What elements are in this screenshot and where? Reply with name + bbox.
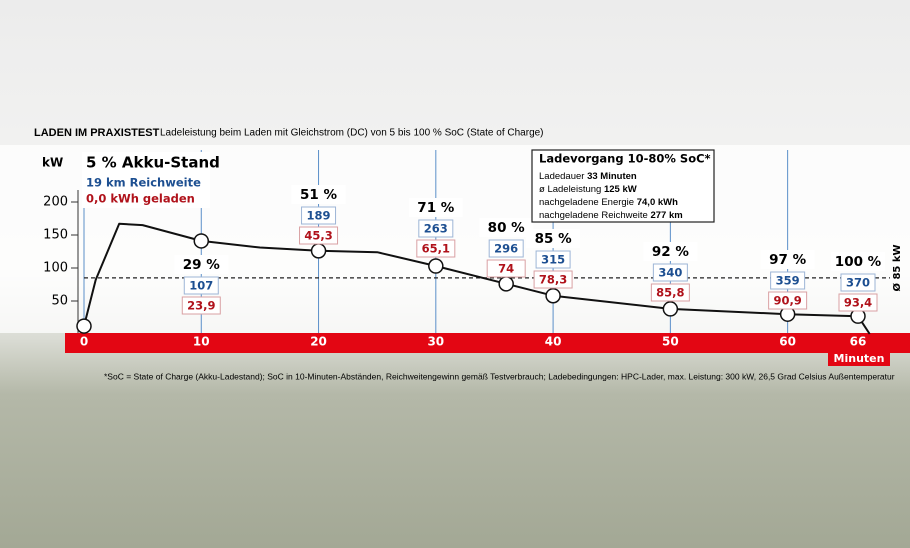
range-box xyxy=(840,273,876,292)
energy-box xyxy=(486,259,526,278)
soc-label: 100 % xyxy=(835,254,882,270)
soc-label: 97 % xyxy=(769,252,806,268)
x-tick-label: 10 xyxy=(193,335,210,349)
x-tick-label: 50 xyxy=(662,335,679,349)
energy-box xyxy=(181,296,221,315)
energy-label: 23,9 xyxy=(187,299,215,313)
energy-label: 85,8 xyxy=(656,286,684,300)
soc-marker xyxy=(76,318,92,334)
soc-box xyxy=(174,255,229,274)
x-tick-label: 66 xyxy=(850,335,867,349)
title: LADEN IM PRAXISTEST xyxy=(34,127,160,139)
energy-label: 0,0 kWh geladen xyxy=(86,192,195,206)
range-label: 107 xyxy=(189,279,213,293)
range-label: 296 xyxy=(494,242,518,256)
start-box xyxy=(82,152,210,208)
energy-label: 74 xyxy=(498,262,514,276)
info-row-label: ø Ladeleistung xyxy=(539,184,601,195)
info-row-value: 74,0 kWh xyxy=(637,197,678,208)
x-label: Minuten xyxy=(834,352,885,365)
y-tick-label: 50 xyxy=(51,294,68,309)
y-label: kW xyxy=(42,156,63,170)
info-row: ø Ladeleistung 125 kW xyxy=(539,184,637,195)
info-row-value: 33 Minuten xyxy=(587,171,637,182)
energy-box xyxy=(533,270,573,289)
range-label: 359 xyxy=(776,274,800,288)
range-box xyxy=(488,239,524,258)
info-row-value: 277 km xyxy=(650,210,682,221)
soc-box xyxy=(760,250,815,269)
subtitle: Ladeleistung beim Laden mit Gleichstrom … xyxy=(160,128,544,139)
soc-marker xyxy=(498,276,514,292)
range-label: 340 xyxy=(658,266,682,280)
energy-box xyxy=(650,283,690,302)
info-row: nachgeladene Energie 74,0 kWh xyxy=(539,197,678,208)
x-tick-label: 40 xyxy=(545,335,562,349)
x-tick-label: 30 xyxy=(427,335,444,349)
soc-box xyxy=(643,242,698,261)
soc-box xyxy=(291,185,346,204)
range-box xyxy=(418,219,454,238)
range-box xyxy=(652,263,688,282)
soc-label: 29 % xyxy=(183,257,220,273)
x-tick-label: 20 xyxy=(310,335,327,349)
info-row-label: nachgeladene Reichweite xyxy=(539,210,648,221)
range-label: 189 xyxy=(307,209,331,223)
soc-label: 80 % xyxy=(488,220,525,236)
soc-box xyxy=(526,229,581,248)
soc-box xyxy=(408,198,463,217)
range-box xyxy=(183,276,219,295)
soc-label: 92 % xyxy=(652,244,689,260)
soc-label: 85 % xyxy=(535,231,572,247)
soc-label: 71 % xyxy=(417,200,454,216)
energy-label: 78,3 xyxy=(539,273,567,287)
range-label: 263 xyxy=(424,222,448,236)
info-box xyxy=(531,149,715,223)
x-tick-label: 0 xyxy=(80,335,88,349)
soc-marker xyxy=(428,258,444,274)
soc-label: 5 % Akku-Stand xyxy=(86,154,220,172)
range-label: 19 km Reichweite xyxy=(86,176,201,190)
power-line xyxy=(83,222,871,335)
energy-box xyxy=(416,239,456,258)
info-row-label: Ladedauer xyxy=(539,171,584,182)
energy-label: 45,3 xyxy=(304,229,332,243)
info-row: Ladedauer 33 Minuten xyxy=(539,171,637,182)
info-row: nachgeladene Reichweite 277 km xyxy=(539,210,683,221)
info-row-value: 125 kW xyxy=(604,184,637,195)
range-box xyxy=(301,206,337,225)
energy-label: 93,4 xyxy=(844,296,872,310)
range-box xyxy=(535,250,571,269)
x-axis-bar xyxy=(65,333,910,353)
range-box xyxy=(770,271,806,290)
energy-label: 65,1 xyxy=(422,242,450,256)
soc-marker xyxy=(662,301,679,317)
soc-marker xyxy=(545,287,561,304)
energy-box xyxy=(768,291,808,310)
footnote: *SoC = State of Charge (Akku-Ladestand);… xyxy=(104,371,895,381)
x-label-box xyxy=(828,352,890,366)
energy-label: 90,9 xyxy=(773,294,801,308)
range-label: 315 xyxy=(541,253,565,267)
soc-box xyxy=(831,252,885,271)
y-tick-label: 150 xyxy=(43,228,68,243)
energy-box xyxy=(838,293,878,312)
reference-label: Ø 85 kW xyxy=(891,244,903,291)
soc-label: 51 % xyxy=(300,187,337,203)
y-tick-label: 200 xyxy=(43,195,68,210)
x-tick-label: 60 xyxy=(779,335,796,349)
range-label: 370 xyxy=(846,276,870,290)
info-row-label: nachgeladene Energie xyxy=(539,197,634,208)
soc-box xyxy=(479,218,534,237)
soc-marker xyxy=(310,243,327,259)
info-title: Ladevorgang 10-80% SoC* xyxy=(539,152,711,166)
soc-marker xyxy=(193,233,210,249)
y-tick-label: 100 xyxy=(43,261,68,276)
energy-box xyxy=(299,226,339,245)
